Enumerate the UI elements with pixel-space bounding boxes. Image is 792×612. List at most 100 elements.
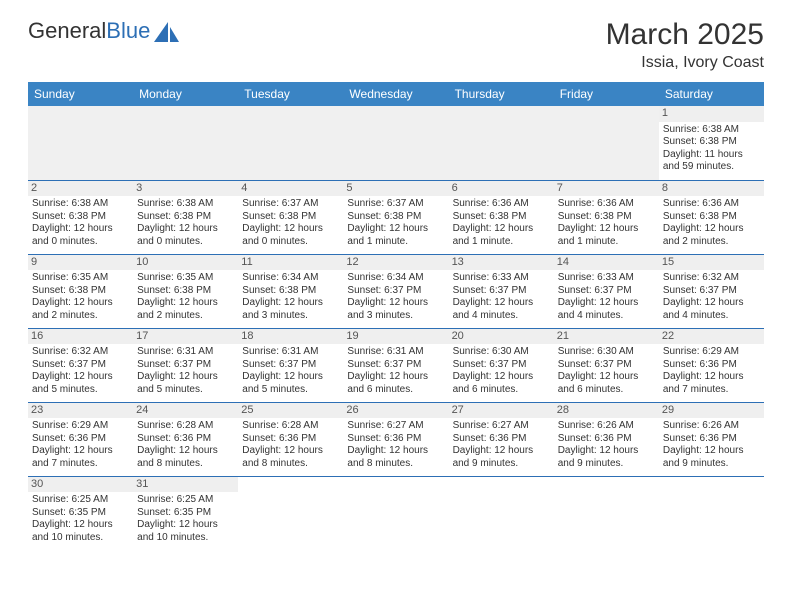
sunset: Sunset: 6:37 PM bbox=[663, 285, 760, 298]
daylight: Daylight: 12 hours and 5 minutes. bbox=[242, 371, 339, 396]
sunrise: Sunrise: 6:31 AM bbox=[137, 346, 234, 359]
day-number: 21 bbox=[554, 329, 659, 345]
day-number: 15 bbox=[659, 255, 764, 271]
daylight: Daylight: 12 hours and 4 minutes. bbox=[453, 297, 550, 322]
day-cell: 17Sunrise: 6:31 AMSunset: 6:37 PMDayligh… bbox=[133, 328, 238, 402]
day-cell bbox=[449, 476, 554, 550]
day-number: 16 bbox=[28, 329, 133, 345]
daylight: Daylight: 12 hours and 2 minutes. bbox=[137, 297, 234, 322]
day-details: Sunrise: 6:31 AMSunset: 6:37 PMDaylight:… bbox=[137, 346, 234, 396]
day-cell: 8Sunrise: 6:36 AMSunset: 6:38 PMDaylight… bbox=[659, 180, 764, 254]
day-details: Sunrise: 6:37 AMSunset: 6:38 PMDaylight:… bbox=[242, 198, 339, 248]
sunset: Sunset: 6:37 PM bbox=[242, 359, 339, 372]
day-details: Sunrise: 6:38 AMSunset: 6:38 PMDaylight:… bbox=[137, 198, 234, 248]
sunset: Sunset: 6:38 PM bbox=[347, 211, 444, 224]
sunrise: Sunrise: 6:35 AM bbox=[32, 272, 129, 285]
day-cell: 7Sunrise: 6:36 AMSunset: 6:38 PMDaylight… bbox=[554, 180, 659, 254]
daylight: Daylight: 12 hours and 8 minutes. bbox=[137, 445, 234, 470]
day-details: Sunrise: 6:30 AMSunset: 6:37 PMDaylight:… bbox=[558, 346, 655, 396]
daylight: Daylight: 12 hours and 0 minutes. bbox=[242, 223, 339, 248]
day-cell: 12Sunrise: 6:34 AMSunset: 6:37 PMDayligh… bbox=[343, 254, 448, 328]
sunrise: Sunrise: 6:33 AM bbox=[453, 272, 550, 285]
day-cell: 18Sunrise: 6:31 AMSunset: 6:37 PMDayligh… bbox=[238, 328, 343, 402]
week-row: 2Sunrise: 6:38 AMSunset: 6:38 PMDaylight… bbox=[28, 180, 764, 254]
day-number: 13 bbox=[449, 255, 554, 271]
day-cell: 27Sunrise: 6:27 AMSunset: 6:36 PMDayligh… bbox=[449, 402, 554, 476]
day-details: Sunrise: 6:33 AMSunset: 6:37 PMDaylight:… bbox=[453, 272, 550, 322]
sunrise: Sunrise: 6:36 AM bbox=[558, 198, 655, 211]
week-row: 1Sunrise: 6:38 AMSunset: 6:38 PMDaylight… bbox=[28, 106, 764, 180]
daylight: Daylight: 12 hours and 10 minutes. bbox=[137, 519, 234, 544]
sunset: Sunset: 6:38 PM bbox=[242, 285, 339, 298]
daylight: Daylight: 12 hours and 8 minutes. bbox=[242, 445, 339, 470]
sunset: Sunset: 6:38 PM bbox=[663, 211, 760, 224]
day-number: 5 bbox=[343, 181, 448, 197]
day-cell bbox=[238, 106, 343, 180]
day-cell: 16Sunrise: 6:32 AMSunset: 6:37 PMDayligh… bbox=[28, 328, 133, 402]
day-number: 26 bbox=[343, 403, 448, 419]
daylight: Daylight: 12 hours and 0 minutes. bbox=[32, 223, 129, 248]
col-fri: Friday bbox=[554, 82, 659, 106]
day-cell: 9Sunrise: 6:35 AMSunset: 6:38 PMDaylight… bbox=[28, 254, 133, 328]
daylight: Daylight: 12 hours and 6 minutes. bbox=[347, 371, 444, 396]
sunrise: Sunrise: 6:31 AM bbox=[347, 346, 444, 359]
page-header: GeneralBlue March 2025 Issia, Ivory Coas… bbox=[28, 18, 764, 72]
daylight: Daylight: 12 hours and 4 minutes. bbox=[558, 297, 655, 322]
day-number: 1 bbox=[659, 106, 764, 122]
day-cell bbox=[343, 476, 448, 550]
day-number: 8 bbox=[659, 181, 764, 197]
day-number: 24 bbox=[133, 403, 238, 419]
calendar-body: 1 Sunrise: 6:38 AMSunset: 6:38 PMDaylight… bbox=[28, 106, 764, 550]
day-details: Sunrise: 6:31 AMSunset: 6:37 PMDaylight:… bbox=[242, 346, 339, 396]
sunrise: Sunrise: 6:25 AM bbox=[137, 494, 234, 507]
sunset: Sunset: 6:36 PM bbox=[453, 433, 550, 446]
sunset: Sunset: 6:37 PM bbox=[347, 285, 444, 298]
day-details: Sunrise: 6:26 AMSunset: 6:36 PMDaylight:… bbox=[558, 420, 655, 470]
daylight: Daylight: 12 hours and 7 minutes. bbox=[663, 371, 760, 396]
day-number: 17 bbox=[133, 329, 238, 345]
day-cell: 26Sunrise: 6:27 AMSunset: 6:36 PMDayligh… bbox=[343, 402, 448, 476]
day-cell: 31Sunrise: 6:25 AMSunset: 6:35 PMDayligh… bbox=[133, 476, 238, 550]
sunset: Sunset: 6:38 PM bbox=[663, 136, 760, 149]
daylight: Daylight: 12 hours and 8 minutes. bbox=[347, 445, 444, 470]
col-wed: Wednesday bbox=[343, 82, 448, 106]
day-details: Sunrise: 6:29 AMSunset: 6:36 PMDaylight:… bbox=[663, 346, 760, 396]
sunset: Sunset: 6:36 PM bbox=[32, 433, 129, 446]
day-cell: 13Sunrise: 6:33 AMSunset: 6:37 PMDayligh… bbox=[449, 254, 554, 328]
logo-text: GeneralBlue bbox=[28, 18, 150, 44]
day-number: 7 bbox=[554, 181, 659, 197]
day-number: 6 bbox=[449, 181, 554, 197]
sunrise: Sunrise: 6:29 AM bbox=[663, 346, 760, 359]
day-cell bbox=[449, 106, 554, 180]
sunset: Sunset: 6:37 PM bbox=[558, 359, 655, 372]
col-sun: Sunday bbox=[28, 82, 133, 106]
day-cell bbox=[554, 106, 659, 180]
header-row: Sunday Monday Tuesday Wednesday Thursday… bbox=[28, 82, 764, 106]
day-details: Sunrise: 6:33 AMSunset: 6:37 PMDaylight:… bbox=[558, 272, 655, 322]
logo-part1: General bbox=[28, 18, 106, 43]
day-number: 27 bbox=[449, 403, 554, 419]
daylight: Daylight: 12 hours and 9 minutes. bbox=[663, 445, 760, 470]
day-cell bbox=[554, 476, 659, 550]
day-details: Sunrise: 6:35 AMSunset: 6:38 PMDaylight:… bbox=[137, 272, 234, 322]
calendar-table: Sunday Monday Tuesday Wednesday Thursday… bbox=[28, 82, 764, 550]
day-details: Sunrise: 6:36 AMSunset: 6:38 PMDaylight:… bbox=[558, 198, 655, 248]
daylight: Daylight: 12 hours and 0 minutes. bbox=[137, 223, 234, 248]
sunrise: Sunrise: 6:29 AM bbox=[32, 420, 129, 433]
day-number: 25 bbox=[238, 403, 343, 419]
day-details: Sunrise: 6:27 AMSunset: 6:36 PMDaylight:… bbox=[347, 420, 444, 470]
day-details: Sunrise: 6:35 AMSunset: 6:38 PMDaylight:… bbox=[32, 272, 129, 322]
daylight: Daylight: 12 hours and 9 minutes. bbox=[558, 445, 655, 470]
sunrise: Sunrise: 6:34 AM bbox=[347, 272, 444, 285]
day-details: Sunrise: 6:34 AMSunset: 6:38 PMDaylight:… bbox=[242, 272, 339, 322]
day-cell: 1Sunrise: 6:38 AMSunset: 6:38 PMDaylight… bbox=[659, 106, 764, 180]
daylight: Daylight: 12 hours and 7 minutes. bbox=[32, 445, 129, 470]
day-cell bbox=[238, 476, 343, 550]
sunrise: Sunrise: 6:26 AM bbox=[663, 420, 760, 433]
day-number: 30 bbox=[28, 477, 133, 493]
sunrise: Sunrise: 6:28 AM bbox=[242, 420, 339, 433]
calendar-page: GeneralBlue March 2025 Issia, Ivory Coas… bbox=[0, 0, 792, 568]
daylight: Daylight: 11 hours and 59 minutes. bbox=[663, 149, 760, 174]
day-cell bbox=[133, 106, 238, 180]
sunrise: Sunrise: 6:26 AM bbox=[558, 420, 655, 433]
